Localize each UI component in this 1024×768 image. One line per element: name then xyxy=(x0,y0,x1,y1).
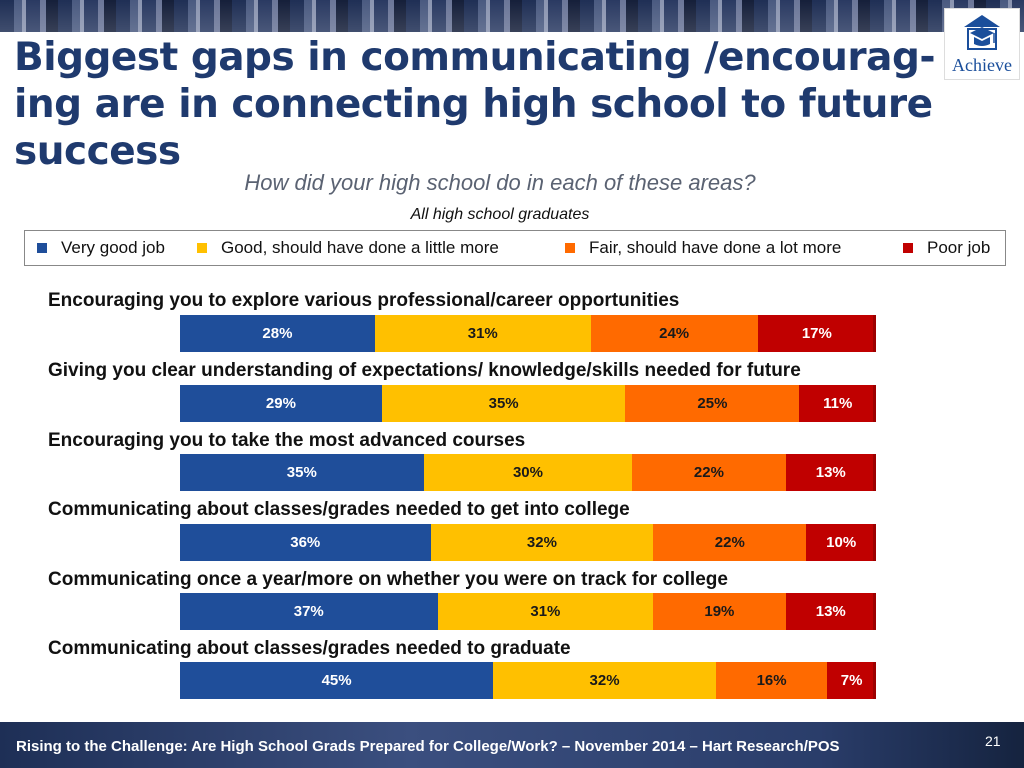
data-label: 22% xyxy=(693,464,724,481)
category-label: Encouraging you to explore various profe… xyxy=(48,290,680,311)
stacked-bar: 45% 32% 16% 7% xyxy=(180,662,876,699)
legend-swatch xyxy=(565,243,575,253)
bar-segment: 29% xyxy=(180,385,382,422)
bar-segment: 35% xyxy=(180,454,424,491)
header-photo-strip xyxy=(0,0,1024,32)
bar-segment: 22% xyxy=(653,524,807,561)
bar-segment: 24% xyxy=(590,315,758,352)
data-label: 35% xyxy=(286,464,317,481)
bar-segment: 25% xyxy=(625,385,800,422)
data-label: 11% xyxy=(823,395,853,412)
category-label: Encouraging you to take the most advance… xyxy=(48,430,526,451)
category-label: Communicating about classes/grades neede… xyxy=(48,638,571,659)
page-number: 21 xyxy=(985,733,1001,749)
bar-segment: 31% xyxy=(374,315,591,352)
bar-segment: 28% xyxy=(180,315,375,352)
category-label: Communicating about classes/grades neede… xyxy=(48,499,630,520)
bar-segment: 22% xyxy=(632,454,786,491)
data-label: 31% xyxy=(530,603,561,620)
bar-segment: 19% xyxy=(653,593,786,630)
data-label: 17% xyxy=(801,325,832,342)
data-label: 13% xyxy=(815,464,846,481)
data-label: 28% xyxy=(262,325,293,342)
data-label: 7% xyxy=(840,672,863,689)
legend-item-poor: Poor job xyxy=(903,231,990,265)
chart-legend: Very good job Good, should have done a l… xyxy=(24,230,1006,266)
legend-item-fair: Fair, should have done a lot more xyxy=(565,231,841,265)
bar-segment: 13% xyxy=(785,454,876,491)
bar-segment: 30% xyxy=(423,454,633,491)
bar-segment: 17% xyxy=(757,315,876,352)
legend-label: Fair, should have done a lot more xyxy=(589,238,842,257)
bar-segment: 37% xyxy=(180,593,438,630)
category-label: Giving you clear understanding of expect… xyxy=(48,360,801,381)
stacked-bar: 29% 35% 25% 11% xyxy=(180,385,876,422)
bar-segment: 11% xyxy=(799,385,876,422)
legend-swatch xyxy=(37,243,47,253)
stacked-bar: 35% 30% 22% 13% xyxy=(180,454,876,491)
data-label: 31% xyxy=(467,325,498,342)
legend-item-very-good: Very good job xyxy=(37,231,165,265)
bar-segment: 10% xyxy=(806,524,876,561)
legend-swatch xyxy=(197,243,207,253)
data-label: 32% xyxy=(589,672,620,689)
bar-segment: 16% xyxy=(715,662,828,699)
logo-text: Achieve xyxy=(952,55,1012,75)
category-label: Communicating once a year/more on whethe… xyxy=(48,569,728,590)
chart-title: How did your high school do in each of t… xyxy=(244,170,756,195)
data-label: 24% xyxy=(659,325,690,342)
footer-bar xyxy=(0,722,1024,768)
legend-label: Poor job xyxy=(927,238,991,257)
bar-segment: 13% xyxy=(785,593,876,630)
data-label: 45% xyxy=(321,672,352,689)
bar-segment: 36% xyxy=(180,524,431,561)
data-label: 35% xyxy=(488,395,519,412)
data-label: 29% xyxy=(265,395,296,412)
bar-segment: 7% xyxy=(827,662,876,699)
data-label: 16% xyxy=(756,672,787,689)
data-label: 36% xyxy=(290,534,321,551)
legend-swatch xyxy=(903,243,913,253)
bar-segment: 31% xyxy=(437,593,654,630)
stacked-bar: 28% 31% 24% 17% xyxy=(180,315,876,352)
bar-segment: 32% xyxy=(430,524,654,561)
legend-label: Very good job xyxy=(61,238,165,257)
footer-source: Rising to the Challenge: Are High School… xyxy=(16,738,840,755)
stacked-bar: 36% 32% 22% 10% xyxy=(180,524,876,561)
stacked-bar: 37% 31% 19% 13% xyxy=(180,593,876,630)
logo-emblem-icon xyxy=(964,15,1000,50)
slide-title: Biggest gaps in communicating /encourag-… xyxy=(14,35,936,174)
data-label: 13% xyxy=(815,603,846,620)
bar-segment: 32% xyxy=(493,662,716,699)
achieve-logo: Achieve xyxy=(944,8,1020,80)
header-photo-fade xyxy=(0,0,1024,32)
data-label: 30% xyxy=(512,464,543,481)
bar-segment: 35% xyxy=(381,385,626,422)
bar-segment: 45% xyxy=(180,662,494,699)
legend-label: Good, should have done a little more xyxy=(221,238,499,257)
data-label: 37% xyxy=(293,603,324,620)
legend-item-good: Good, should have done a little more xyxy=(197,231,499,265)
data-label: 25% xyxy=(697,395,728,412)
data-label: 19% xyxy=(704,603,735,620)
chart-subtitle: All high school graduates xyxy=(410,206,590,223)
data-label: 22% xyxy=(714,534,745,551)
data-label: 32% xyxy=(526,534,557,551)
data-label: 10% xyxy=(826,534,857,551)
